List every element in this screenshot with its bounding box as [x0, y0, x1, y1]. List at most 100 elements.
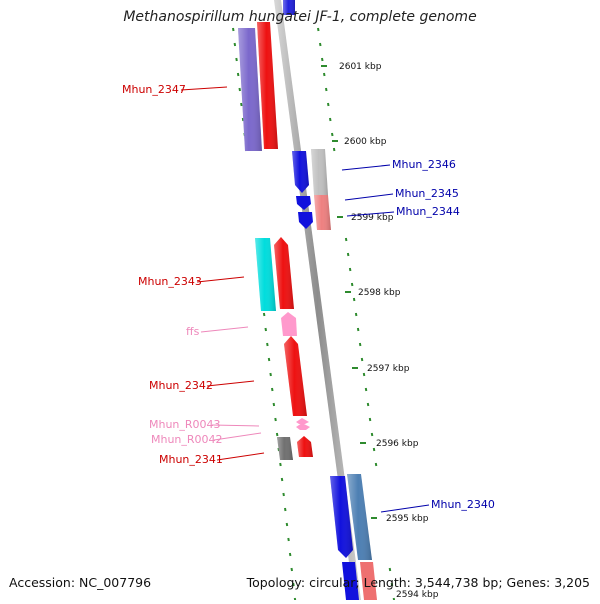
track-dash — [284, 507, 287, 512]
label-mhun-2340[interactable]: Mhun_2340 — [431, 498, 495, 511]
track-dash — [325, 87, 328, 92]
track-dash — [236, 72, 240, 77]
track-dash — [368, 417, 372, 422]
track-dash — [288, 552, 292, 557]
track-dash — [362, 372, 366, 377]
track-dash — [272, 402, 276, 407]
track-dash — [317, 27, 320, 32]
track-dash — [238, 87, 241, 92]
feature-mhun-2342[interactable] — [284, 336, 307, 416]
scale-label-2598: 2598 kbp — [358, 288, 401, 298]
label-mhun-2342[interactable]: Mhun_2342 — [149, 379, 213, 392]
track-dash — [235, 57, 238, 62]
scale-label-2596: 2596 kbp — [376, 439, 419, 449]
feature-mhun-2345[interactable] — [296, 196, 311, 210]
track-dash — [267, 357, 271, 362]
track-dash — [327, 102, 330, 107]
feature-mhun-2343[interactable] — [255, 238, 276, 311]
track-dash — [264, 327, 267, 332]
track-dash — [321, 57, 324, 62]
track-dash — [275, 432, 279, 437]
track-dash — [364, 387, 368, 392]
feature-labels: Mhun_2347 Mhun_2346 Mhun_2345 Mhun_2344 … — [122, 83, 495, 513]
backbone-band — [274, 0, 361, 600]
scale-label-2595: 2595 kbp — [386, 514, 429, 524]
leader-line-mhun-2340 — [380, 504, 430, 513]
track-dash — [233, 42, 237, 47]
leader-line-mhun-2342 — [206, 380, 255, 387]
feature-mhun-2340[interactable] — [330, 476, 353, 558]
track-dash — [352, 297, 356, 302]
leader-line-mhun-2344 — [346, 211, 395, 217]
feature-mhun-2343-partner[interactable] — [274, 237, 294, 309]
label-ffs[interactable]: ffs — [186, 325, 200, 338]
track-dash — [360, 357, 364, 362]
feature-mhun-2344[interactable] — [298, 212, 313, 229]
track-dash — [292, 582, 295, 587]
track-dash — [344, 237, 348, 242]
accession-text: Accession: NC_007796 — [9, 575, 152, 590]
leader-line-mhun-2347 — [180, 86, 228, 91]
scale-label-2600: 2600 kbp — [344, 137, 387, 147]
track-dash — [372, 447, 376, 452]
feature-mhun-2341-partner[interactable] — [277, 437, 293, 460]
track-dash — [356, 327, 360, 332]
track-dash — [348, 267, 352, 272]
scale-label-2599: 2599 kbp — [351, 213, 394, 223]
track-dash — [354, 312, 358, 317]
leader-line-mhun-r0043 — [211, 424, 260, 427]
scale-label-2594: 2594 kbp — [396, 590, 439, 600]
feature-mhun-2346-partner[interactable] — [311, 149, 328, 195]
label-mhun-r0042[interactable]: Mhun_R0042 — [151, 433, 223, 446]
label-mhun-2344[interactable]: Mhun_2344 — [396, 205, 460, 218]
track-dash — [331, 132, 334, 137]
feature-mhun-2347-partner[interactable] — [257, 22, 278, 149]
scale-label-2597: 2597 kbp — [367, 364, 410, 374]
topology-text: Topology: circular; Length: 3,544,738 bp… — [246, 575, 590, 590]
feature-mhun-r0042[interactable] — [296, 423, 310, 430]
track-dash — [266, 342, 269, 347]
leader-line-ffs — [200, 326, 249, 333]
label-mhun-2343[interactable]: Mhun_2343 — [138, 275, 202, 288]
label-mhun-2347[interactable]: Mhun_2347 — [122, 83, 186, 96]
feature-mhun-2340-partner[interactable] — [347, 474, 372, 560]
feature-mhun-r0043[interactable] — [296, 418, 309, 424]
feature-mhun-2344-partner[interactable] — [314, 195, 331, 230]
track-dash — [332, 147, 336, 152]
leader-line-mhun-2345 — [344, 193, 394, 201]
track-dash — [269, 372, 272, 377]
track-dash — [374, 462, 378, 467]
feature-mhun-2347[interactable] — [238, 28, 262, 151]
track-dash — [366, 402, 370, 407]
feature-ffs[interactable] — [281, 312, 297, 336]
label-mhun-2341[interactable]: Mhun_2341 — [159, 453, 223, 466]
track-dash — [323, 72, 326, 77]
track-dash — [279, 462, 282, 467]
scale-ticks: 2601 kbp 2600 kbp 2599 kbp 2598 kbp 2597… — [321, 62, 439, 600]
track-dash — [329, 117, 332, 122]
leader-line-mhun-2346 — [341, 164, 391, 171]
track-dash — [319, 42, 322, 47]
track-dash — [287, 537, 290, 542]
label-mhun-r0043[interactable]: Mhun_R0043 — [149, 418, 221, 431]
genome-title: Methanospirillum hungatei JF-1, complete… — [123, 9, 477, 25]
label-mhun-2346[interactable]: Mhun_2346 — [392, 158, 456, 171]
features — [238, 22, 377, 600]
leader-line-mhun-2341 — [216, 452, 265, 461]
track-dash — [390, 582, 394, 587]
feature-bottom-partial-blue — [342, 562, 359, 600]
feature-mhun-2346[interactable] — [292, 151, 309, 193]
track-dash — [282, 492, 285, 497]
track-dash — [388, 567, 392, 572]
track-dash — [232, 27, 235, 32]
label-mhun-2345[interactable]: Mhun_2345 — [395, 187, 459, 200]
track-dash — [271, 387, 274, 392]
feature-mhun-2341[interactable] — [297, 436, 313, 457]
track-dash — [280, 477, 284, 482]
track-dash — [370, 432, 374, 437]
feature-bottom-partial-red — [360, 562, 377, 600]
track-dash — [240, 102, 243, 107]
track-dash — [241, 117, 245, 122]
